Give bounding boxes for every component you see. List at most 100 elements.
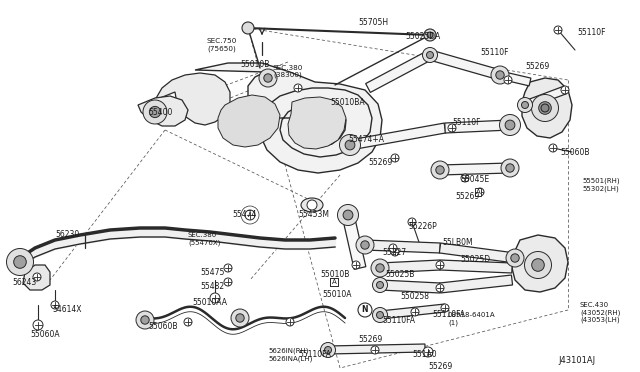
Circle shape bbox=[33, 273, 41, 281]
Circle shape bbox=[424, 29, 436, 41]
Text: 55010AA: 55010AA bbox=[192, 298, 227, 307]
Circle shape bbox=[554, 26, 562, 34]
Circle shape bbox=[224, 278, 232, 286]
Text: 55010B: 55010B bbox=[240, 60, 269, 69]
Text: 55400: 55400 bbox=[148, 108, 172, 117]
Polygon shape bbox=[440, 163, 510, 175]
Text: N: N bbox=[362, 305, 368, 314]
Text: SEC.750
(75650): SEC.750 (75650) bbox=[207, 38, 237, 51]
Polygon shape bbox=[380, 280, 440, 293]
Text: 55110FA: 55110FA bbox=[432, 310, 465, 319]
Text: 55110F: 55110F bbox=[480, 48, 509, 57]
Circle shape bbox=[436, 284, 444, 292]
Text: 56243: 56243 bbox=[12, 278, 36, 287]
Circle shape bbox=[294, 84, 302, 92]
Circle shape bbox=[376, 264, 384, 272]
Circle shape bbox=[505, 120, 515, 130]
Circle shape bbox=[427, 32, 433, 38]
Polygon shape bbox=[328, 344, 425, 354]
Text: 55482: 55482 bbox=[200, 282, 224, 291]
Text: 55453M: 55453M bbox=[298, 210, 329, 219]
Circle shape bbox=[372, 308, 387, 323]
Polygon shape bbox=[440, 260, 512, 273]
Circle shape bbox=[231, 309, 249, 327]
Circle shape bbox=[245, 210, 255, 220]
Polygon shape bbox=[440, 275, 513, 293]
Circle shape bbox=[324, 346, 332, 353]
Text: A: A bbox=[476, 189, 481, 195]
Circle shape bbox=[499, 115, 520, 135]
Circle shape bbox=[389, 244, 397, 252]
Polygon shape bbox=[155, 73, 230, 125]
Circle shape bbox=[286, 318, 294, 326]
Polygon shape bbox=[522, 78, 572, 138]
Circle shape bbox=[431, 161, 449, 179]
Circle shape bbox=[13, 256, 26, 268]
Circle shape bbox=[408, 218, 416, 226]
Text: 55LB0M: 55LB0M bbox=[442, 238, 472, 247]
Circle shape bbox=[441, 304, 449, 312]
Circle shape bbox=[391, 248, 399, 256]
Circle shape bbox=[501, 159, 519, 177]
Circle shape bbox=[539, 102, 551, 114]
Polygon shape bbox=[445, 120, 510, 133]
Text: 55045E: 55045E bbox=[460, 175, 489, 184]
Circle shape bbox=[376, 282, 383, 289]
Polygon shape bbox=[365, 240, 440, 253]
Circle shape bbox=[361, 241, 369, 249]
Text: 55010A: 55010A bbox=[322, 290, 351, 299]
Circle shape bbox=[352, 261, 360, 269]
Text: 54614X: 54614X bbox=[52, 305, 81, 314]
Text: 550258: 550258 bbox=[400, 292, 429, 301]
Polygon shape bbox=[429, 50, 501, 80]
Circle shape bbox=[358, 303, 372, 317]
Text: SEC.380
(55476X): SEC.380 (55476X) bbox=[188, 232, 220, 246]
Text: SEC.430
(43052(RH)
(43053(LH): SEC.430 (43052(RH) (43053(LH) bbox=[580, 302, 620, 323]
Circle shape bbox=[436, 261, 444, 269]
Circle shape bbox=[476, 188, 484, 196]
Polygon shape bbox=[218, 95, 280, 147]
Circle shape bbox=[143, 100, 167, 124]
Polygon shape bbox=[380, 304, 445, 319]
Text: 55269: 55269 bbox=[428, 362, 452, 371]
Polygon shape bbox=[439, 243, 516, 263]
Polygon shape bbox=[365, 51, 433, 92]
Text: 55010BA: 55010BA bbox=[330, 98, 365, 107]
Circle shape bbox=[461, 174, 469, 182]
Circle shape bbox=[337, 205, 358, 225]
Circle shape bbox=[532, 259, 544, 271]
Circle shape bbox=[411, 308, 419, 316]
Circle shape bbox=[436, 166, 444, 174]
Text: 55501(RH)
55302(LH): 55501(RH) 55302(LH) bbox=[582, 178, 620, 192]
Circle shape bbox=[141, 316, 149, 324]
Text: 55060B: 55060B bbox=[148, 322, 177, 331]
Polygon shape bbox=[288, 97, 346, 149]
Text: A: A bbox=[332, 279, 337, 285]
Text: 5626lN(RH)
5626lNA(LH): 5626lN(RH) 5626lNA(LH) bbox=[268, 348, 312, 362]
Circle shape bbox=[307, 200, 317, 210]
Text: 08918-6401A
(1): 08918-6401A (1) bbox=[448, 312, 495, 326]
Circle shape bbox=[51, 301, 59, 309]
Circle shape bbox=[504, 76, 512, 84]
Text: 55025B: 55025B bbox=[385, 270, 414, 279]
Circle shape bbox=[496, 71, 504, 79]
Circle shape bbox=[371, 346, 379, 354]
Text: 55227: 55227 bbox=[382, 248, 406, 257]
Circle shape bbox=[518, 97, 532, 112]
Circle shape bbox=[372, 278, 387, 292]
Circle shape bbox=[423, 347, 433, 357]
Circle shape bbox=[448, 124, 456, 132]
Text: 55110FA: 55110FA bbox=[382, 316, 415, 325]
Text: 55025D: 55025D bbox=[460, 255, 490, 264]
Text: 55110F: 55110F bbox=[577, 28, 605, 37]
Circle shape bbox=[264, 74, 272, 82]
Text: 55269: 55269 bbox=[368, 158, 392, 167]
Circle shape bbox=[343, 210, 353, 220]
Circle shape bbox=[491, 66, 509, 84]
Polygon shape bbox=[512, 235, 568, 292]
Circle shape bbox=[549, 144, 557, 152]
Circle shape bbox=[531, 94, 559, 122]
Circle shape bbox=[426, 51, 433, 58]
Circle shape bbox=[525, 251, 552, 279]
Circle shape bbox=[506, 164, 514, 172]
